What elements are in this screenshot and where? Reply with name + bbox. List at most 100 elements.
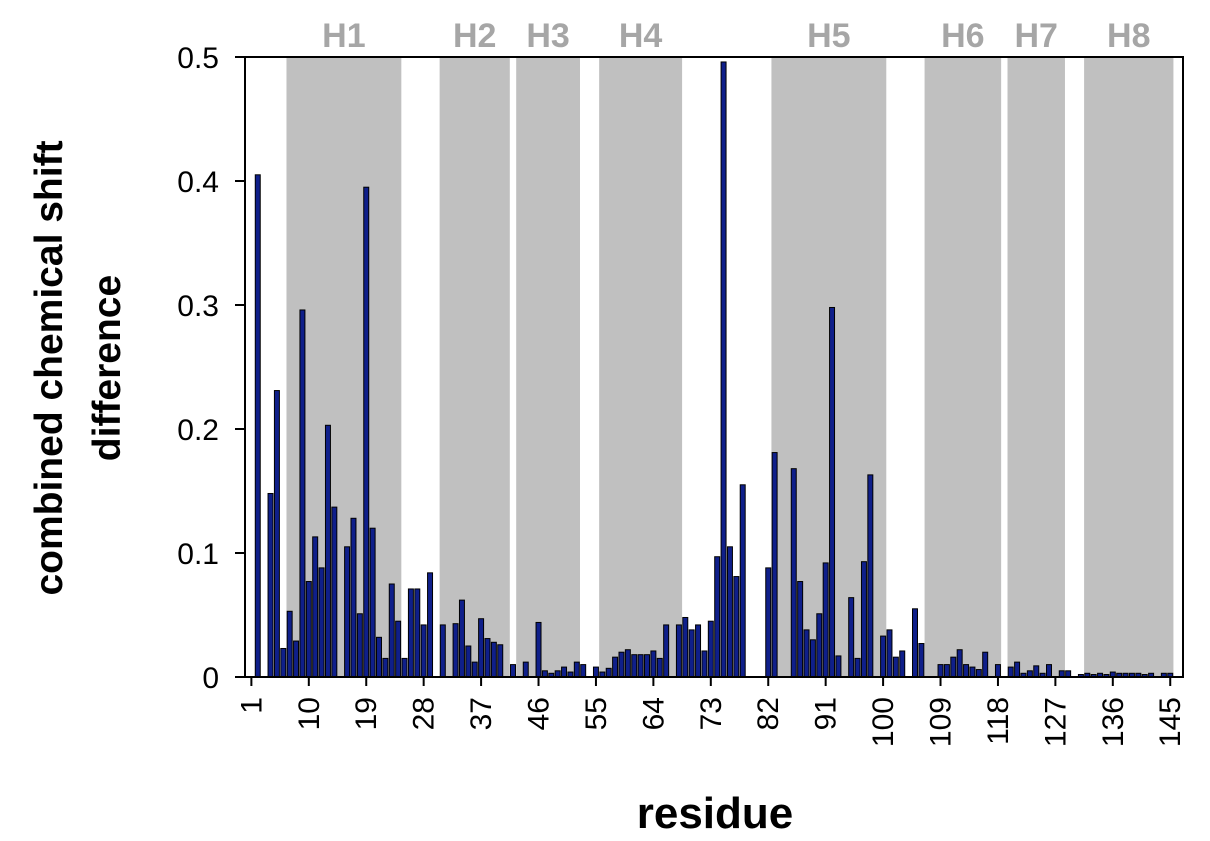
bar-residue-88	[803, 629, 810, 678]
x-tick-label: 82	[752, 697, 785, 730]
x-tick-label: 100	[867, 697, 900, 747]
x-tick-label: 1	[235, 697, 268, 714]
bar-residue-16	[344, 546, 351, 678]
x-tick-label: 91	[810, 697, 843, 730]
bar-residue-71	[695, 624, 702, 678]
bar-residue-22	[382, 657, 389, 678]
helix-label-h6: H6	[941, 17, 984, 55]
y-tick-label: 0.3	[177, 290, 219, 323]
bar-residue-62	[637, 654, 644, 678]
bar-residue-65	[656, 657, 663, 678]
bar-residue-34	[458, 599, 465, 678]
bar-residue-57	[605, 667, 612, 678]
bar-residue-19	[363, 186, 370, 678]
y-tick-label: 0.1	[177, 538, 219, 571]
x-tick-label: 118	[982, 697, 1015, 745]
y-axis: 0 0.1 0.2 0.3 0.4 0.5	[177, 42, 245, 695]
bar-residue-63	[644, 654, 650, 678]
bar-residue-83	[771, 452, 778, 678]
x-tick-label: 19	[350, 697, 383, 730]
bar-residue-74	[714, 556, 721, 678]
bar-residue-124	[1033, 665, 1040, 678]
bar-residue-59	[618, 651, 625, 678]
bar-residue-100	[880, 635, 887, 678]
bar-residue-109	[937, 664, 944, 678]
helix-band-h1	[286, 57, 402, 677]
bar-residue-50	[561, 666, 568, 678]
bar-residue-114	[969, 666, 976, 678]
bar-residue-35	[465, 645, 472, 678]
bar-residue-38	[484, 638, 491, 678]
x-axis: 1 10 19 28 37 46 55 64 73 82 91 100 109 118 127 136 145	[235, 677, 1187, 747]
x-tick-label: 46	[523, 697, 556, 730]
x-tick-label: 73	[695, 697, 728, 730]
bar-residue-52	[573, 661, 580, 678]
bar-residue-95	[848, 597, 855, 678]
bar-residue-103	[899, 650, 906, 678]
bar-residue-20	[369, 527, 376, 678]
helix-label-h4: H4	[619, 17, 663, 55]
helix-band-h8	[1084, 57, 1174, 677]
bar-residue-92	[829, 306, 836, 678]
bar-residue-87	[797, 581, 804, 678]
x-tick-label: 145	[1154, 697, 1187, 747]
bar-residue-24	[395, 620, 402, 678]
bar-residue-23	[388, 583, 395, 678]
helix-band-h7	[1007, 57, 1065, 677]
x-tick-label: 127	[1039, 697, 1072, 747]
bar-residue-76	[726, 546, 733, 678]
bar-residue-40	[497, 644, 504, 678]
bar-residue-105	[912, 608, 918, 678]
bar-residue-29	[427, 572, 434, 678]
bar-residue-118	[994, 664, 1001, 678]
x-tick-label: 28	[408, 697, 441, 730]
bar-residue-17	[350, 517, 357, 678]
bar-residue-44	[522, 661, 529, 678]
bar-residue-64	[650, 650, 657, 678]
bar-residue-121	[1014, 661, 1021, 678]
bar-residue-75	[720, 61, 727, 678]
y-tick-label: 0	[202, 662, 219, 695]
y-tick-label: 0.4	[177, 166, 219, 199]
x-tick-label: 109	[925, 697, 958, 747]
bar-residue-73	[707, 620, 714, 678]
helix-band-h5	[771, 57, 887, 677]
bar-residue-60	[624, 649, 631, 678]
bar-residue-13	[324, 424, 331, 678]
plot-frame	[244, 56, 1184, 678]
x-tick-label: 55	[580, 697, 613, 730]
helix-label-h7: H7	[1015, 17, 1058, 55]
bar-residue-77	[733, 576, 740, 678]
bar-residue-61	[631, 654, 638, 678]
bar-residue-21	[376, 636, 382, 678]
bar-residue-113	[963, 664, 970, 678]
bar-residue-89	[809, 639, 816, 678]
bar-residue-66	[663, 624, 670, 678]
bar-residue-42	[510, 664, 516, 678]
helix-band-h4	[599, 57, 683, 677]
bar-residue-8	[293, 640, 300, 678]
helix-label-h1: H1	[322, 17, 365, 55]
bar-residue-33	[452, 623, 459, 678]
bar-residue-97	[860, 561, 867, 678]
helix-band-h3	[516, 57, 580, 677]
bar-residue-28	[420, 624, 427, 678]
x-axis-title: residue	[637, 789, 794, 838]
bar-residue-72	[701, 650, 708, 678]
bar-residue-102	[892, 656, 899, 678]
bar-residue-18	[356, 613, 363, 678]
bar-residue-2	[254, 174, 261, 678]
bar-residue-6	[280, 647, 287, 678]
helix-label-h3: H3	[526, 17, 569, 55]
bar-residue-116	[982, 651, 989, 678]
bar-residue-9	[299, 309, 306, 678]
bar-residue-58	[612, 656, 619, 678]
bar-residue-53	[580, 664, 587, 678]
helix-label-h2: H2	[453, 17, 496, 55]
helix-band-h2	[439, 57, 510, 677]
bar-residue-93	[835, 655, 842, 678]
x-tick-label: 10	[293, 697, 326, 730]
bar-residue-31	[439, 624, 446, 678]
bar-residue-69	[682, 616, 689, 678]
